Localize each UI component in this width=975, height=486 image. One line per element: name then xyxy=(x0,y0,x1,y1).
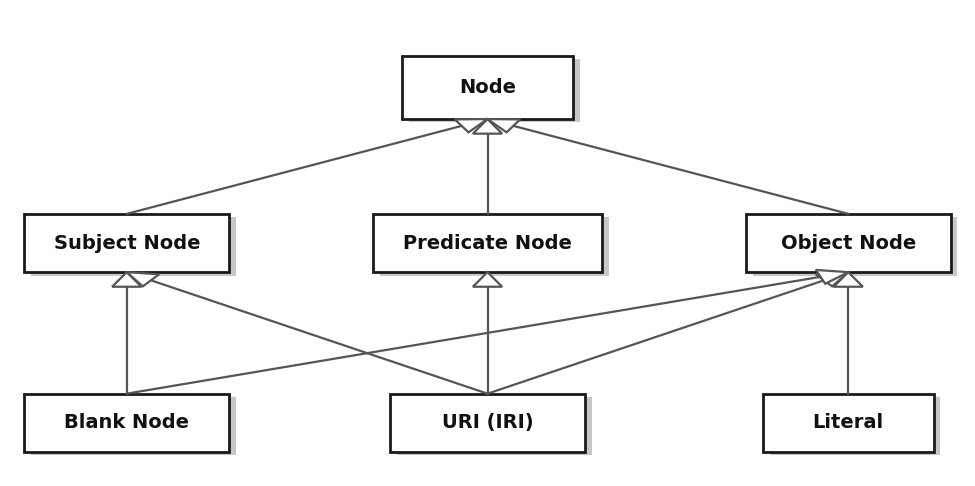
Bar xyxy=(402,56,573,119)
Bar xyxy=(24,214,229,272)
Polygon shape xyxy=(816,270,848,284)
Polygon shape xyxy=(454,119,488,132)
Text: Subject Node: Subject Node xyxy=(54,233,200,253)
Bar xyxy=(372,214,603,272)
Bar xyxy=(762,394,934,452)
Text: Node: Node xyxy=(459,78,516,97)
Polygon shape xyxy=(473,119,502,134)
Bar xyxy=(24,394,229,452)
Bar xyxy=(753,217,957,276)
Bar xyxy=(390,394,585,452)
Bar xyxy=(31,217,236,276)
Polygon shape xyxy=(816,272,848,286)
Bar xyxy=(746,214,951,272)
Polygon shape xyxy=(473,272,502,287)
Polygon shape xyxy=(834,272,863,287)
Polygon shape xyxy=(112,272,141,287)
Text: URI (IRI): URI (IRI) xyxy=(442,413,533,433)
Text: Literal: Literal xyxy=(813,413,883,433)
Bar xyxy=(410,59,579,122)
Text: Object Node: Object Node xyxy=(781,233,916,253)
Bar xyxy=(397,397,592,455)
Bar xyxy=(380,217,608,276)
Text: Blank Node: Blank Node xyxy=(64,413,189,433)
Bar xyxy=(31,397,236,455)
Polygon shape xyxy=(127,272,159,286)
Polygon shape xyxy=(488,119,521,132)
Text: Predicate Node: Predicate Node xyxy=(403,233,572,253)
Bar xyxy=(770,397,940,455)
